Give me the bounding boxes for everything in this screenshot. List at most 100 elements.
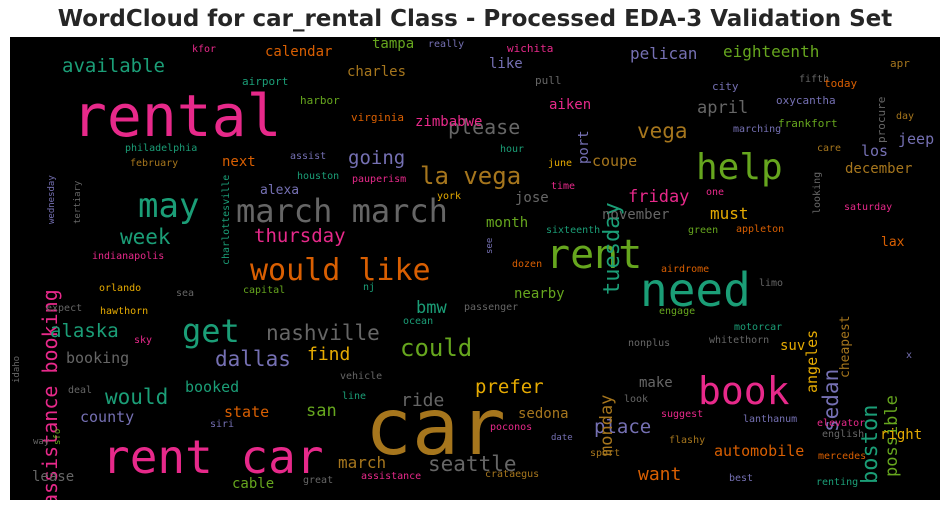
word-harbor: harbor (300, 94, 340, 107)
word-assistance: assistance (361, 471, 422, 482)
word-day: day (896, 111, 915, 122)
word-care: care (817, 143, 842, 154)
word-mercedes: mercedes (818, 451, 867, 462)
word-april: april (697, 98, 749, 118)
word-sky: sky (134, 335, 153, 346)
word-calendar: calendar (265, 44, 333, 60)
word-booked: booked (185, 378, 240, 396)
word-get: get (182, 312, 240, 350)
word-airdrome: airdrome (661, 264, 710, 275)
word-lease: lease (32, 469, 75, 485)
word-idaho: idaho (12, 355, 22, 384)
word-crataegus: crataegus (485, 469, 540, 480)
word-looking: looking (812, 171, 823, 215)
word-lanthanum: lanthanum (743, 414, 798, 425)
word-thursday: thursday (254, 225, 346, 247)
word-june: june (548, 158, 573, 169)
word-siri: siri (210, 419, 235, 430)
word-must: must (710, 204, 749, 223)
word-oxycantha: oxycantha (776, 94, 836, 107)
word-time: time (551, 181, 576, 192)
word-cheapest: cheapest (838, 314, 853, 378)
word-sea: sea (176, 288, 195, 299)
word-dozen: dozen (512, 259, 543, 270)
word-want: want (638, 464, 682, 485)
word-eighteenth: eighteenth (723, 42, 820, 61)
word-angeles: angeles (803, 329, 821, 394)
word-virginia: virginia (351, 111, 404, 124)
word-passenger: passenger (464, 302, 519, 313)
word-vega: vega (637, 119, 688, 143)
word-car: car (365, 383, 506, 473)
word-need: need (640, 263, 751, 317)
word-rent: rent (546, 232, 643, 278)
word-alexa: alexa (260, 183, 300, 198)
word-make: make (639, 375, 673, 391)
word-hour: hour (500, 144, 525, 155)
word-month: month (486, 215, 529, 231)
word-city: city (712, 80, 739, 93)
word-sport: sport (590, 448, 621, 459)
word-book: book (698, 369, 790, 413)
word-going: going (348, 147, 406, 169)
word-motorcar: motorcar (734, 322, 783, 333)
word-charles: charles (347, 64, 407, 80)
word-york: york (437, 191, 462, 202)
word-please: please (448, 115, 521, 139)
word-jose: jose (515, 190, 549, 206)
word-appleton: appleton (736, 224, 785, 235)
word-march: march (338, 453, 387, 472)
word-nj: nj (363, 282, 376, 293)
word-place: place (594, 416, 652, 438)
word-renting: renting (816, 477, 859, 488)
word-vehicle: vehicle (340, 371, 383, 382)
word-la-vega: la vega (420, 162, 522, 190)
word-frankfort: frankfort (778, 117, 838, 130)
word-engage: engage (659, 306, 696, 317)
word-english: english (822, 429, 865, 440)
word-sedona: sedona (518, 406, 569, 422)
word-suggest: suggest (661, 409, 704, 420)
word-procure: procure (875, 96, 888, 144)
word-saturday: saturday (844, 202, 893, 213)
word-philadelphia: philadelphia (125, 143, 198, 154)
word-sixteenth: sixteenth (546, 225, 601, 236)
word-green: green (688, 225, 719, 236)
word-december: december (845, 161, 913, 177)
word-really: really (428, 39, 465, 50)
word-right: right (880, 427, 923, 443)
word-county: county (80, 408, 135, 426)
word-cloud: car rental rent car need rent book march march… (10, 37, 940, 500)
word-nearby: nearby (514, 286, 565, 302)
word-airport: airport (242, 75, 289, 88)
word-charlottesville: charlottesville (221, 174, 232, 266)
word-whitethorn: whitethorn (709, 335, 770, 346)
word-would-like: would like (250, 253, 431, 288)
word-fifth: fifth (799, 74, 830, 85)
word-look: look (624, 394, 649, 405)
word-deal: deal (68, 385, 93, 396)
word-automobile: automobile (714, 442, 805, 460)
word-limo: limo (759, 278, 784, 289)
word-ride: ride (401, 390, 445, 411)
word-wichita: wichita (507, 42, 554, 55)
word-see: see (485, 237, 495, 255)
word-wednesday: wednesday (47, 174, 57, 224)
word-week: week (120, 225, 171, 249)
word-dallas: dallas (215, 347, 291, 371)
word-march-march: march march (236, 192, 448, 230)
word-like: like (489, 56, 523, 72)
word-could: could (400, 334, 473, 362)
word-los: los (861, 142, 889, 160)
word-marching: marching (733, 124, 782, 135)
word-elevator: elevator (817, 418, 866, 429)
word-boston: boston (858, 404, 883, 485)
word-hawthorn: hawthorn (100, 306, 149, 317)
word-suv: suv (780, 338, 806, 354)
word-nashville: nashville (266, 321, 380, 345)
word-rent-car: rent car (102, 430, 324, 484)
word-orlando: orlando (99, 283, 142, 294)
word-tampa: tampa (372, 37, 415, 52)
word-available: available (62, 55, 165, 77)
word-way: way (33, 437, 50, 447)
